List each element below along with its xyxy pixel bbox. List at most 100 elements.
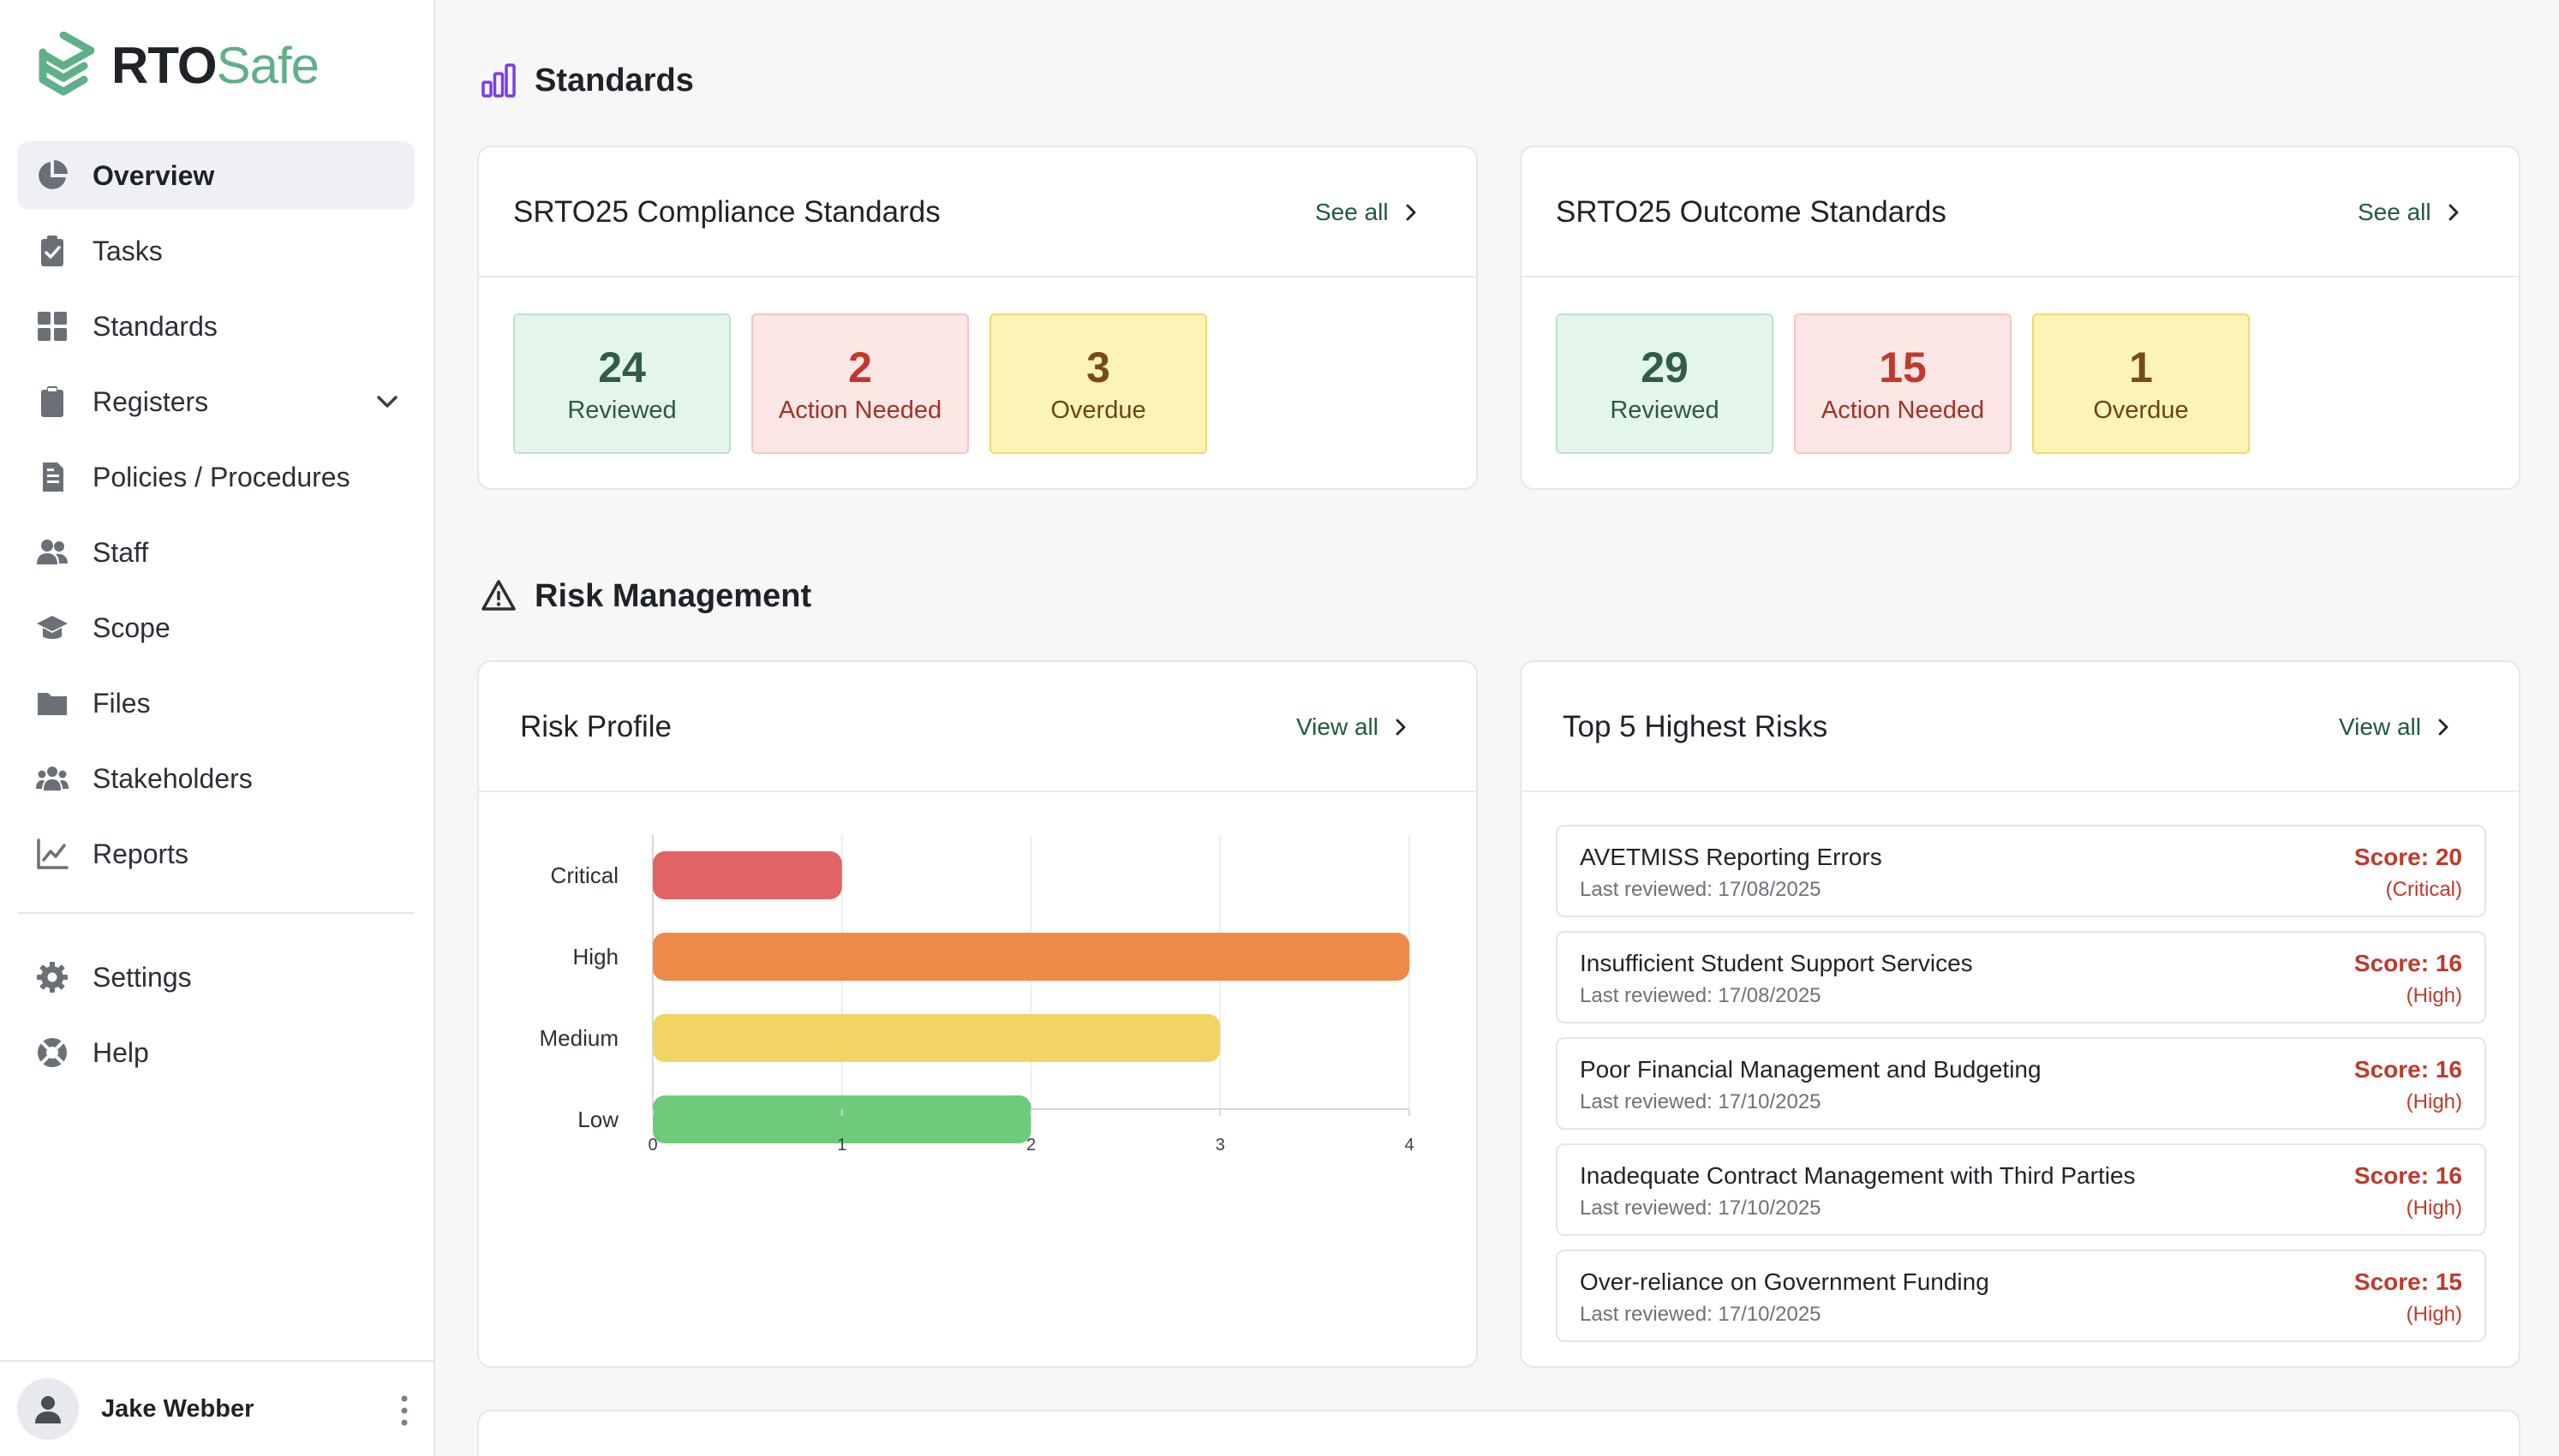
brand-name: RTOSafe	[111, 36, 320, 95]
see-all-link[interactable]: See all	[2358, 199, 2464, 226]
standards-section-header: Standards	[480, 62, 694, 99]
chart-category-label: Low	[577, 1107, 619, 1132]
sidebar-item-label: Tasks	[93, 235, 163, 266]
chart-tick-label: 3	[1216, 1136, 1225, 1155]
brand-logo[interactable]: RTOSafe	[33, 31, 320, 99]
risk-name: Insufficient Student Support Services	[1580, 950, 1973, 976]
sidebar-item-tasks[interactable]: Tasks	[17, 217, 415, 285]
sidebar-item-stakeholders[interactable]: Stakeholders	[17, 744, 415, 813]
sidebar-item-label: Help	[93, 1036, 149, 1068]
stat-label: Overdue	[1050, 396, 1146, 424]
sidebar-item-label: Reports	[93, 838, 189, 869]
view-all-link[interactable]: View all	[2339, 713, 2454, 741]
stat-overdue[interactable]: 1 Overdue	[2032, 313, 2250, 454]
chart-bar	[653, 933, 1409, 981]
chart-category-label: High	[573, 944, 619, 970]
stat-overdue[interactable]: 3 Overdue	[990, 313, 1207, 454]
risk-list-item[interactable]: Poor Financial Management and Budgeting …	[1556, 1037, 2486, 1130]
sidebar-item-staff[interactable]: Staff	[17, 518, 415, 587]
more-options-icon[interactable]	[399, 1394, 410, 1427]
risk-list-item[interactable]: Over-reliance on Government Funding Last…	[1556, 1250, 2486, 1342]
sidebar-item-help[interactable]: Help	[17, 1018, 415, 1087]
lifebuoy-icon	[34, 1035, 70, 1071]
risk-level: (High)	[2406, 1196, 2462, 1220]
sidebar-item-policies[interactable]: Policies / Procedures	[17, 443, 415, 511]
compliance-standards-card: SRTO25 Compliance Standards See all 24 R…	[477, 146, 1478, 490]
stat-row: 24 Reviewed 2 Action Needed 3 Overdue	[513, 313, 1228, 454]
risk-title: Risk Management	[535, 577, 812, 614]
risk-list-item[interactable]: Inadequate Contract Management with Thir…	[1556, 1143, 2486, 1236]
risk-score: Score: 16	[2353, 1056, 2462, 1083]
card-title: Top 5 Highest Risks	[1563, 710, 1828, 743]
chart-bar	[653, 1014, 1221, 1062]
stat-action-needed[interactable]: 2 Action Needed	[751, 313, 969, 454]
clipboard-icon	[34, 384, 70, 420]
outcome-standards-card: SRTO25 Outcome Standards See all 29 Revi…	[1520, 146, 2520, 490]
see-all-link[interactable]: See all	[1315, 199, 1421, 226]
chart-bar	[653, 851, 842, 899]
sidebar-item-settings[interactable]: Settings	[17, 943, 415, 1011]
top-risks-list: AVETMISS Reporting Errors Last reviewed:…	[1556, 825, 2486, 1356]
graduation-cap-icon	[34, 610, 70, 646]
risk-level: (High)	[2406, 1303, 2462, 1326]
chart-bar	[653, 1095, 1031, 1143]
sidebar-item-overview[interactable]: Overview	[17, 141, 415, 210]
risk-profile-card: Risk Profile View all Critical High Medium…	[477, 660, 1478, 1368]
risk-last-reviewed: Last reviewed: 17/08/2025	[1580, 878, 1821, 901]
risk-section-header: Risk Management	[480, 577, 811, 615]
bar-chart-icon	[481, 63, 516, 98]
stat-action-needed[interactable]: 15 Action Needed	[1794, 313, 2012, 454]
risk-name: AVETMISS Reporting Errors	[1580, 844, 1882, 870]
sidebar: RTOSafe Overview Tasks Standards Regi	[0, 0, 435, 1456]
top-risks-card: Top 5 Highest Risks View all AVETMISS Re…	[1520, 660, 2520, 1368]
chart-tick-label: 0	[648, 1136, 657, 1155]
stat-value: 29	[1641, 343, 1689, 391]
risk-name: Over-reliance on Government Funding	[1580, 1268, 1989, 1295]
chevron-right-icon	[1396, 719, 1406, 736]
view-all-link[interactable]: View all	[1296, 713, 1411, 741]
stat-value: 24	[598, 343, 646, 391]
clipboard-check-icon	[34, 233, 70, 269]
user-icon	[35, 1396, 61, 1423]
warning-icon	[481, 580, 516, 611]
stat-value: 3	[1086, 343, 1110, 391]
risk-score: Score: 16	[2353, 950, 2462, 976]
user-profile[interactable]: Jake Webber	[0, 1360, 433, 1456]
document-icon	[34, 459, 70, 495]
sidebar-item-reports[interactable]: Reports	[17, 820, 415, 888]
risk-level: (High)	[2406, 984, 2462, 1007]
link-label: View all	[1296, 713, 1378, 740]
chart-tick-label: 2	[1026, 1136, 1036, 1155]
sidebar-item-label: Staff	[93, 536, 149, 568]
sidebar-item-standards[interactable]: Standards	[17, 292, 415, 361]
sidebar-item-label: Scope	[93, 612, 170, 643]
chevron-down-icon[interactable]	[372, 386, 403, 417]
avatar[interactable]	[17, 1378, 79, 1440]
user-name: Jake Webber	[101, 1394, 254, 1423]
risk-level: (Critical)	[2385, 878, 2462, 901]
sidebar-item-registers[interactable]: Registers	[17, 367, 415, 436]
stat-value: 2	[848, 343, 872, 391]
stat-label: Action Needed	[778, 396, 942, 424]
sidebar-item-label: Registers	[93, 385, 209, 417]
users-icon	[34, 534, 70, 570]
stat-reviewed[interactable]: 24 Reviewed	[513, 313, 731, 454]
sidebar-item-label: Standards	[93, 310, 218, 342]
risk-last-reviewed: Last reviewed: 17/10/2025	[1580, 1303, 1821, 1326]
sidebar-item-scope[interactable]: Scope	[17, 594, 415, 662]
link-label: View all	[2339, 713, 2421, 740]
sidebar-item-label: Stakeholders	[93, 762, 253, 794]
card-title: Risk Profile	[520, 710, 672, 743]
risk-name: Inadequate Contract Management with Thir…	[1580, 1162, 2136, 1189]
sidebar-item-files[interactable]: Files	[17, 669, 415, 737]
chevron-right-icon	[2448, 204, 2459, 221]
stat-label: Reviewed	[1610, 396, 1719, 424]
card-title: SRTO25 Compliance Standards	[513, 195, 941, 229]
chart-category-label: Medium	[540, 1025, 619, 1051]
stat-reviewed[interactable]: 29 Reviewed	[1556, 313, 1773, 454]
risk-list-item[interactable]: Insufficient Student Support Services La…	[1556, 931, 2486, 1023]
chevron-right-icon	[1406, 204, 1416, 221]
stat-value: 15	[1879, 343, 1927, 391]
risk-list-item[interactable]: AVETMISS Reporting Errors Last reviewed:…	[1556, 825, 2486, 917]
risk-profile-chart: Critical High Medium Low 0 1 2 3 4	[540, 835, 1414, 1155]
